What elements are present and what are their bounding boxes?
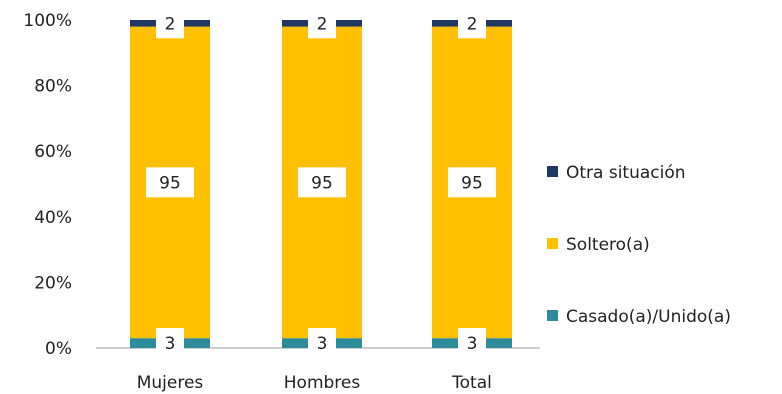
- data-label-box: [458, 328, 486, 359]
- data-label: 3: [467, 334, 478, 354]
- data-label-box: [458, 8, 486, 39]
- category-label: Hombres: [284, 373, 361, 393]
- data-label: 2: [165, 14, 176, 34]
- category-labels: Mujeres Hombres Total: [137, 373, 492, 393]
- data-label-box: [298, 167, 346, 198]
- data-label-box: [156, 8, 184, 39]
- y-tick-label: 0%: [45, 339, 72, 359]
- y-tick-label: 100%: [23, 11, 72, 31]
- y-tick-label: 60%: [34, 142, 72, 162]
- y-axis-tick-labels: 0% 20% 40% 60% 80% 100%: [23, 11, 72, 359]
- data-label-box: [146, 167, 194, 198]
- y-tick-label: 80%: [34, 77, 72, 97]
- data-label: 95: [461, 173, 483, 193]
- y-tick-label: 20%: [34, 273, 72, 293]
- legend-swatch: [547, 310, 558, 321]
- data-label: 3: [165, 334, 176, 354]
- legend-swatch: [547, 238, 558, 249]
- legend-label: Casado(a)/Unido(a): [566, 307, 731, 327]
- data-label-box: [448, 167, 496, 198]
- legend-swatch: [547, 166, 558, 177]
- data-label: 3: [317, 334, 328, 354]
- data-label: 2: [467, 14, 478, 34]
- category-label: Mujeres: [137, 373, 204, 393]
- data-label-box: [156, 328, 184, 359]
- category-label: Total: [451, 373, 492, 393]
- y-tick-label: 40%: [34, 208, 72, 228]
- data-label: 95: [159, 173, 181, 193]
- legend-label: Otra situación: [566, 163, 686, 183]
- data-label: 95: [311, 173, 333, 193]
- data-label: 2: [317, 14, 328, 34]
- data-label-box: [308, 328, 336, 359]
- legend: Otra situación Soltero(a) Casado(a)/Unido(…: [547, 163, 731, 327]
- data-labels: 3 95 2 3 95 2 3 95 2: [146, 8, 496, 359]
- legend-label: Soltero(a): [566, 235, 650, 255]
- data-label-box: [308, 8, 336, 39]
